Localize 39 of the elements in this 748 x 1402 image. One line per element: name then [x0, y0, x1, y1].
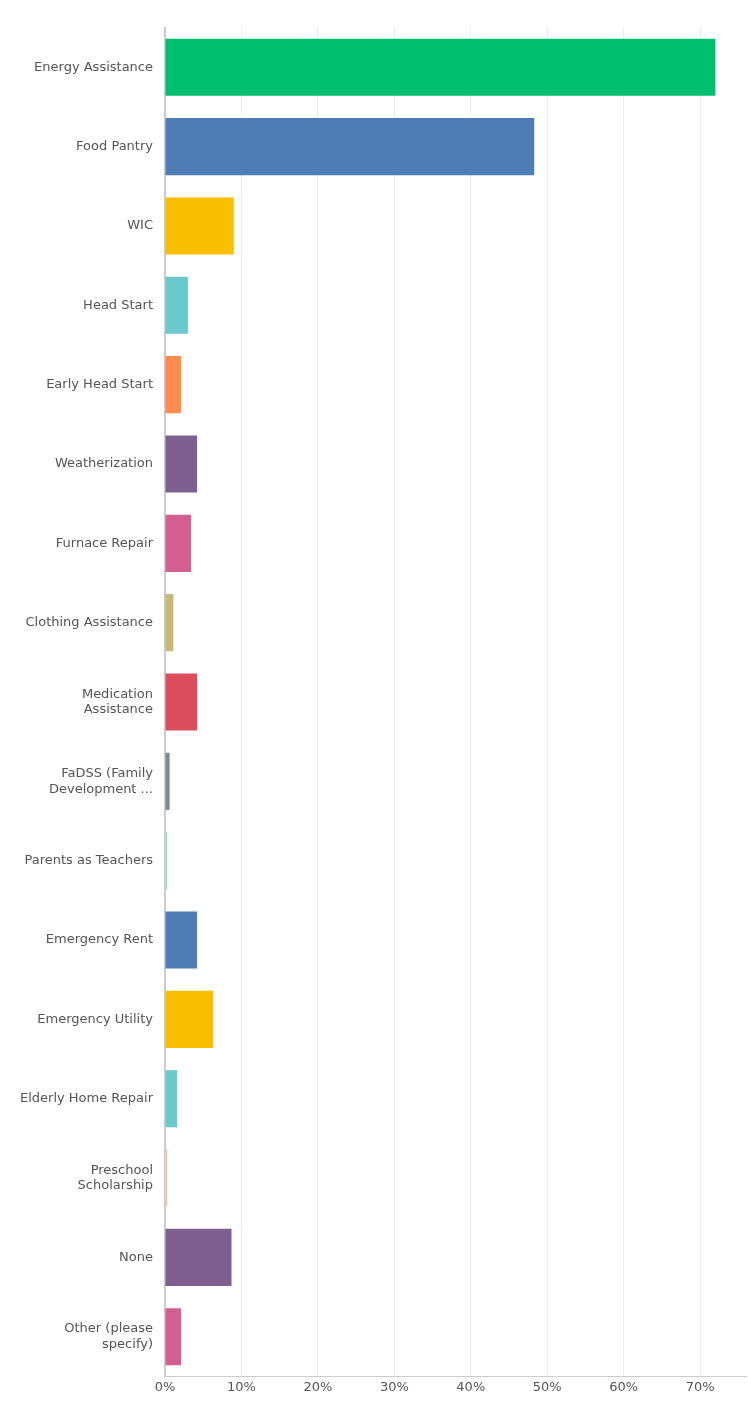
bar	[165, 514, 191, 572]
y-tick-label: Clothing Assistance	[25, 614, 153, 630]
bar	[165, 1228, 232, 1286]
y-tick-label: Medication Assistance	[81, 685, 153, 717]
bar	[165, 911, 198, 969]
bar	[165, 356, 182, 414]
y-tick-label: Furnace Repair	[55, 534, 154, 550]
x-tick-label: 40%	[456, 1378, 486, 1394]
bar	[165, 276, 188, 334]
x-tick-label: 60%	[609, 1378, 639, 1394]
x-tick-label: 20%	[303, 1378, 333, 1394]
bar	[165, 197, 234, 255]
bar	[165, 990, 214, 1048]
x-tick-label: 70%	[685, 1378, 715, 1394]
y-tick-label: Emergency Utility	[37, 1010, 154, 1026]
x-tick-label: 0%	[154, 1378, 176, 1394]
bar	[165, 38, 716, 96]
y-tick-label: Preschool Scholarship	[77, 1161, 153, 1193]
y-tick-label: Emergency Rent	[45, 931, 153, 947]
y-tick-label: Parents as Teachers	[24, 852, 154, 868]
y-tick-label: Early Head Start	[46, 376, 153, 392]
y-tick-label: None	[119, 1248, 153, 1264]
bar	[165, 1070, 178, 1128]
x-tick-label: 30%	[379, 1378, 409, 1394]
bar	[165, 435, 198, 493]
y-tick-label: Other (please specify)	[64, 1320, 153, 1351]
y-tick-label: WIC	[127, 217, 153, 233]
bar	[165, 673, 198, 731]
x-tick-label: 10%	[227, 1378, 256, 1394]
x-tick-label: 50%	[532, 1378, 562, 1394]
y-tick-label: Food Pantry	[76, 137, 154, 153]
bar	[165, 1308, 182, 1366]
y-tick-label: Head Start	[83, 296, 153, 312]
y-tick-label: Elderly Home Repair	[19, 1090, 154, 1106]
bar	[165, 118, 535, 176]
y-tick-label: Energy Assistance	[34, 58, 153, 74]
y-tick-label: FaDSS (Family Development ...	[48, 764, 154, 796]
y-tick-label: Weatherization	[54, 455, 153, 471]
bar	[165, 752, 170, 810]
